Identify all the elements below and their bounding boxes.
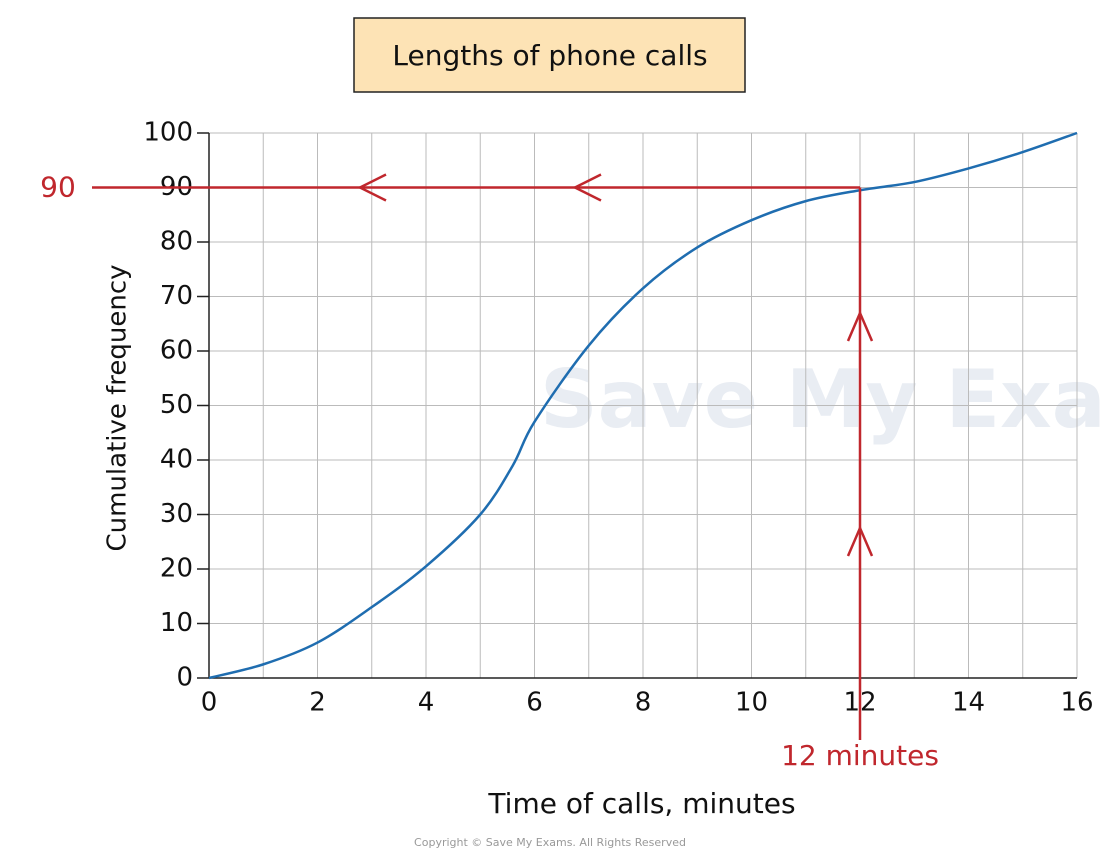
y-tick-label: 70 — [160, 281, 193, 311]
y-tick-label: 40 — [160, 445, 193, 475]
y-tick-label: 20 — [160, 554, 193, 584]
arrow-left — [357, 173, 387, 202]
arrow-left — [572, 173, 602, 202]
x-tick-label: 14 — [952, 688, 985, 718]
x-axis-label: Time of calls, minutes — [487, 787, 795, 820]
y-tick-label: 60 — [160, 336, 193, 366]
y-tick-label: 30 — [160, 499, 193, 529]
plot: 0 2 4 6 8 10 12 14 1601020304050607080901009012 … — [40, 118, 1093, 773]
y-axis-label: Cumulative frequency — [103, 264, 133, 551]
title-box — [353, 17, 746, 93]
y-tick-label: 0 — [176, 663, 193, 693]
x-tick-label: 4 — [418, 688, 435, 718]
chart-title: Lengths of phone calls — [392, 39, 707, 72]
copyright: Copyright © Save My Exams. All Rights Re… — [414, 836, 686, 849]
x-tick-label: 0 — [201, 688, 218, 718]
reading-y-label: 90 — [40, 171, 76, 204]
arrow-up — [846, 524, 874, 557]
arrow-up — [846, 309, 874, 342]
x-tick-label: 8 — [635, 688, 652, 718]
x-tick-label: 2 — [309, 688, 326, 718]
x-tick-label: 16 — [1060, 688, 1093, 718]
y-tick-label: 10 — [160, 608, 193, 638]
x-tick-label: 10 — [735, 688, 768, 718]
y-tick-label: 80 — [160, 227, 193, 257]
reading-x-label: 12 minutes — [781, 739, 939, 772]
y-tick-label: 50 — [160, 390, 193, 420]
watermark: Save My Exams — [540, 353, 1100, 446]
y-tick-label: 100 — [143, 118, 193, 148]
curve — [208, 131, 1078, 680]
x-tick-label: 6 — [526, 688, 543, 718]
